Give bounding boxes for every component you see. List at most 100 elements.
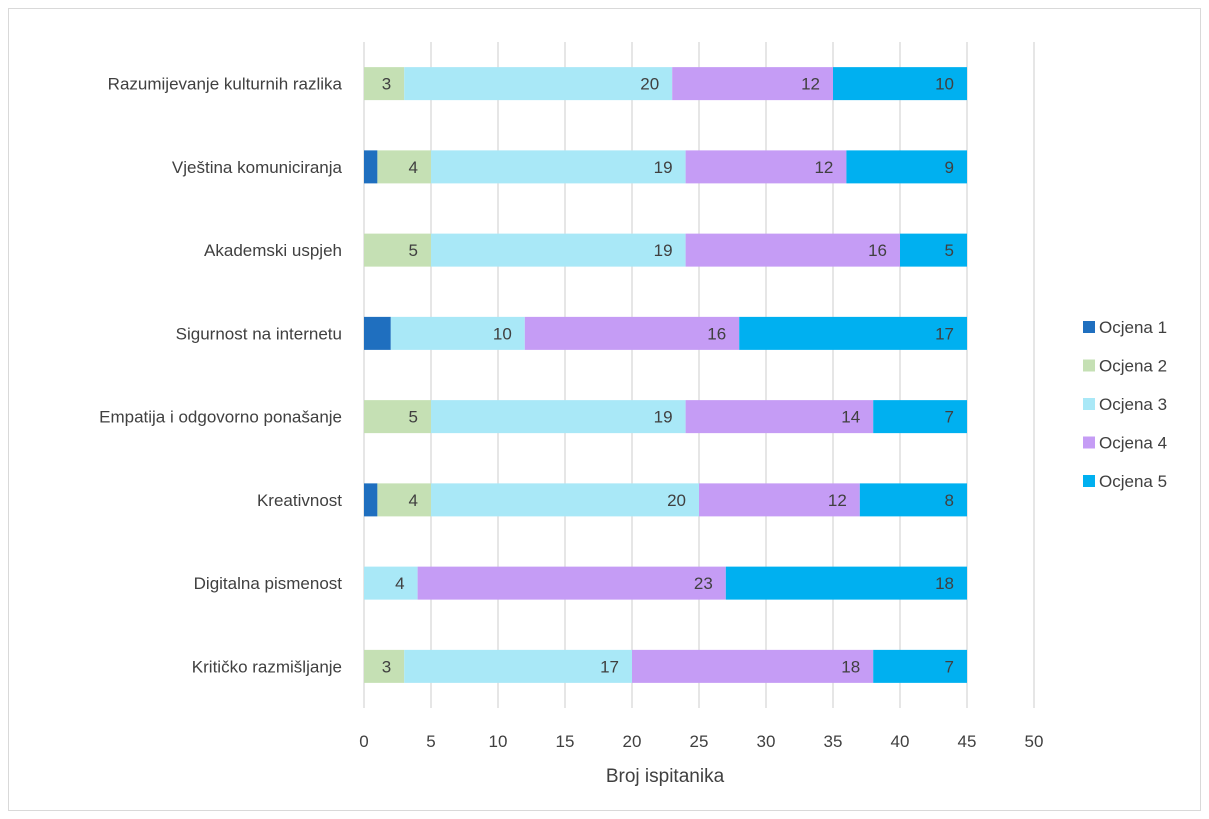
data-label: 19 (654, 408, 673, 427)
data-label: 17 (935, 324, 954, 343)
x-tick-label: 15 (556, 732, 575, 751)
data-label: 10 (935, 75, 954, 94)
category-label: Akademski uspjeh (204, 241, 342, 260)
data-label: 16 (868, 241, 887, 260)
bar-segment (364, 316, 391, 350)
gridlines (363, 42, 1035, 708)
category-labels: Razumijevanje kulturnih razlika Vještina … (99, 75, 342, 677)
legend-label: Ocjena 2 (1099, 357, 1167, 376)
bar-segment (685, 233, 900, 267)
bar-segment (672, 67, 833, 101)
bar-segment (699, 483, 860, 517)
bar-segment (364, 67, 405, 101)
data-label: 5 (945, 241, 954, 260)
data-label: 14 (841, 408, 860, 427)
data-label: 9 (945, 158, 954, 177)
bar-segment (739, 316, 967, 350)
bar-segment (846, 150, 967, 184)
x-tick-label: 10 (489, 732, 508, 751)
x-tick-label: 40 (891, 732, 910, 751)
data-label: 12 (814, 158, 833, 177)
bar-segment (685, 150, 847, 184)
bar-segment (873, 400, 967, 434)
x-tick-label: 35 (824, 732, 843, 751)
category-label: Sigurnost na internetu (176, 324, 342, 343)
bar-segment (404, 649, 632, 683)
x-tick-label: 50 (1025, 732, 1044, 751)
x-tick-labels: 0 5 10 15 20 25 30 35 40 45 50 (359, 732, 1043, 751)
bar-segment (873, 649, 967, 683)
data-label: 20 (667, 491, 686, 510)
legend-swatch (1083, 398, 1095, 410)
x-axis-title: Broj ispitanika (606, 766, 725, 787)
x-tick-label: 45 (958, 732, 977, 751)
bar-segment (364, 649, 405, 683)
data-label: 18 (935, 574, 954, 593)
category-label: Digitalna pismenost (194, 574, 343, 593)
bar-segment (685, 400, 874, 434)
data-label: 7 (945, 408, 954, 427)
data-label: 4 (409, 158, 418, 177)
bar-segment (431, 233, 686, 267)
bar-segment (364, 233, 431, 267)
bar-segment (377, 483, 431, 517)
bar-segment (632, 649, 874, 683)
bar-segment (859, 483, 967, 517)
bar-segment (524, 316, 740, 350)
legend-swatch (1083, 475, 1095, 487)
data-label: 12 (828, 491, 847, 510)
data-labels: 3 20 12 10 4 19 12 9 5 19 16 5 10 16 17 5 19 14 7 4 20 12 8 4 23… (382, 75, 954, 677)
category-label: Empatija i odgovorno ponašanje (99, 408, 342, 427)
bar-segment (431, 400, 686, 434)
bar-segment (725, 566, 967, 600)
legend-swatch (1083, 321, 1095, 333)
category-label: Kreativnost (257, 491, 342, 510)
bar-segment (900, 233, 967, 267)
category-label: Kritičko razmišljanje (192, 657, 342, 676)
legend-label: Ocjena 4 (1099, 434, 1167, 453)
bars (364, 67, 967, 683)
legend-swatch (1083, 359, 1095, 372)
bar-segment (364, 483, 378, 517)
bar-segment (431, 483, 699, 517)
x-tick-label: 25 (690, 732, 709, 751)
data-label: 17 (600, 657, 619, 676)
data-label: 8 (945, 491, 954, 510)
bar-segment (833, 67, 967, 101)
bar-segment (404, 67, 673, 101)
data-label: 7 (945, 657, 954, 676)
data-label: 5 (409, 408, 418, 427)
bar-segment (417, 566, 726, 600)
data-label: 4 (409, 491, 418, 510)
bar-segment (377, 150, 431, 184)
data-label: 20 (640, 75, 659, 94)
legend-label: Ocjena 5 (1099, 472, 1167, 491)
x-tick-label: 0 (359, 732, 368, 751)
data-label: 3 (382, 657, 391, 676)
data-label: 18 (841, 657, 860, 676)
legend-swatch (1083, 436, 1095, 449)
legend-label: Ocjena 1 (1099, 318, 1167, 337)
x-tick-label: 30 (757, 732, 776, 751)
bar-segment (364, 566, 418, 600)
bar-segment (364, 400, 431, 434)
data-label: 4 (395, 574, 404, 593)
category-label: Vještina komuniciranja (172, 158, 343, 177)
data-label: 19 (654, 158, 673, 177)
x-tick-label: 20 (623, 732, 642, 751)
data-label: 19 (654, 241, 673, 260)
data-label: 10 (493, 324, 512, 343)
bar-segment (364, 150, 378, 184)
legend: Ocjena 1 Ocjena 2 Ocjena 3 Ocjena 4 Ocjena 5 (1083, 318, 1167, 491)
bar-segment (431, 150, 686, 184)
data-label: 5 (409, 241, 418, 260)
bar-segment (390, 316, 525, 350)
data-label: 16 (707, 324, 726, 343)
category-label: Razumijevanje kulturnih razlika (108, 75, 343, 94)
legend-label: Ocjena 3 (1099, 395, 1167, 414)
data-label: 23 (694, 574, 713, 593)
x-tick-label: 5 (426, 732, 435, 751)
data-label: 3 (382, 75, 391, 94)
data-label: 12 (801, 75, 820, 94)
